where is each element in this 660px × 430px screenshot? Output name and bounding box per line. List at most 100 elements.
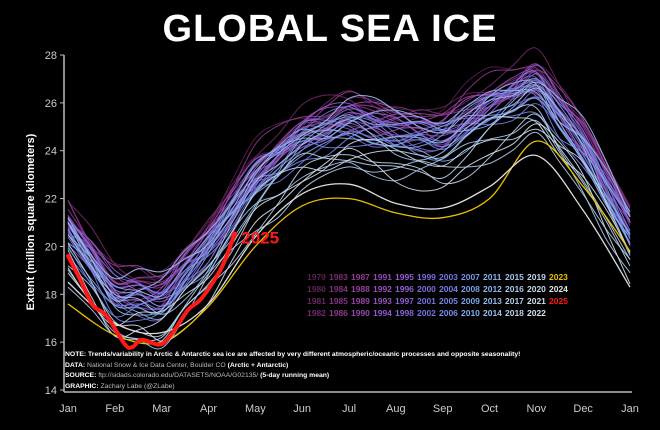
- legend-entry-2008: 2008: [461, 284, 480, 294]
- x-tick-label: Apr: [200, 403, 217, 415]
- x-tick-label: Jan: [59, 403, 77, 415]
- legend-entry-2011: 2011: [483, 272, 502, 282]
- y-tick-label: 18: [45, 289, 57, 301]
- legend-entry-2005: 2005: [439, 296, 458, 306]
- series-line-2020: [67, 116, 631, 339]
- y-tick-label: 22: [45, 194, 57, 206]
- legend-entry-1985: 1985: [329, 296, 348, 306]
- legend-entry-2021: 2021: [527, 296, 546, 306]
- legend-entry-2006: 2006: [439, 308, 458, 318]
- legend-entry-1982: 1982: [307, 308, 326, 318]
- legend-entry-1991: 1991: [373, 272, 392, 282]
- series-line-1988: [67, 69, 631, 278]
- y-tick-label: 28: [45, 50, 57, 62]
- series-line-1981: [67, 65, 631, 284]
- legend-entry-2010: 2010: [461, 308, 480, 318]
- series-line-2018: [67, 113, 631, 338]
- legend-entry-2024: 2024: [549, 284, 568, 294]
- y-tick-label: 16: [45, 337, 57, 349]
- series-line-2022: [67, 123, 631, 342]
- legend-entry-1979: 1979: [307, 272, 326, 282]
- y-tick-label: 20: [45, 241, 57, 253]
- legend-entry-1997: 1997: [395, 296, 414, 306]
- legend-entry-1987: 1987: [351, 272, 370, 282]
- legend-entry-2001: 2001: [417, 296, 436, 306]
- series-2025-endpoint: [231, 231, 238, 238]
- legend-entry-1981: 1981: [307, 296, 326, 306]
- legend-entry-2018: 2018: [505, 308, 524, 318]
- annotation-2025: 2025: [241, 228, 279, 247]
- series-line-2021: [67, 128, 631, 327]
- series-line-2003: [67, 73, 631, 294]
- series-line-2014: [67, 81, 631, 280]
- legend-entry-1998: 1998: [395, 308, 414, 318]
- graphic-credit: GRAPHIC: Zachary Labe (@ZLabe): [65, 382, 175, 390]
- series-line-2019: [67, 104, 631, 342]
- series-line-2012: [67, 79, 631, 316]
- x-tick-label: Jun: [293, 403, 311, 415]
- legend-entry-2017: 2017: [505, 296, 524, 306]
- series-line-2025: [66, 232, 237, 350]
- x-tick-label: Sep: [433, 403, 453, 415]
- legend-entry-2000: 2000: [417, 284, 436, 294]
- series-line-2005: [67, 90, 631, 323]
- series-line-2013: [67, 89, 631, 302]
- x-tick-label: Jan: [621, 403, 639, 415]
- series-line-2008: [67, 77, 631, 307]
- series-line-1994: [67, 88, 631, 301]
- x-tick-label: Oct: [481, 403, 498, 415]
- x-tick-label: Nov: [527, 403, 547, 415]
- y-tick-label: 14: [45, 385, 57, 397]
- series-line-2009: [67, 97, 631, 315]
- legend-entry-1993: 1993: [373, 296, 392, 306]
- legend-entry-2019: 2019: [527, 272, 546, 282]
- legend-entry-1983: 1983: [329, 272, 348, 282]
- y-tick-label: 24: [45, 146, 57, 158]
- x-tick-label: Mar: [152, 403, 171, 415]
- legend-entry-1989: 1989: [351, 296, 370, 306]
- series-line-1996: [67, 64, 631, 298]
- series-line-2024: [67, 154, 631, 335]
- legend-entry-1986: 1986: [329, 308, 348, 318]
- legend-entry-2009: 2009: [461, 296, 480, 306]
- legend-entry-2004: 2004: [439, 284, 458, 294]
- legend-entry-2003: 2003: [439, 272, 458, 282]
- series-line-2002: [67, 103, 631, 311]
- x-tick-label: May: [245, 403, 266, 415]
- notes: NOTE: Trends/variability in Arctic & Ant…: [65, 350, 520, 392]
- y-axis-label: Extent (million square kilometers): [25, 133, 37, 310]
- x-tick-label: Aug: [386, 403, 406, 415]
- legend-entry-2023: 2023: [549, 272, 568, 282]
- legend-entry-1994: 1994: [373, 308, 392, 318]
- x-tick-label: Jul: [342, 403, 356, 415]
- x-tick-label: Feb: [105, 403, 124, 415]
- legend-entry-1992: 1992: [373, 284, 392, 294]
- legend-entry-1984: 1984: [329, 284, 348, 294]
- series-lines: 2025: [66, 47, 631, 350]
- legend-entry-2016: 2016: [505, 284, 524, 294]
- series-line-2010: [67, 84, 631, 298]
- legend-entry-2015: 2015: [505, 272, 524, 282]
- legend-entry-2012: 2012: [483, 284, 502, 294]
- y-tick-label: 26: [45, 98, 57, 110]
- legend-entry-2020: 2020: [527, 284, 546, 294]
- data-credit: DATA: National Snow & Ice Data Center, B…: [65, 361, 289, 369]
- series-line-1995: [67, 89, 631, 293]
- series-line-1982: [67, 47, 631, 296]
- series-line-1992: [67, 78, 631, 285]
- series-line-2016: [67, 119, 631, 350]
- legend-entry-2022: 2022: [527, 308, 546, 318]
- note-text: NOTE: Trends/variability in Arctic & Ant…: [65, 351, 521, 358]
- legend-entry-2013: 2013: [483, 296, 502, 306]
- legend-entry-1988: 1988: [351, 284, 370, 294]
- legend-entry-2014: 2014: [483, 308, 502, 318]
- legend-entry-1990: 1990: [351, 308, 370, 318]
- series-line-2015: [67, 87, 631, 315]
- legend-entry-1996: 1996: [395, 284, 414, 294]
- legend-entry-1995: 1995: [395, 272, 414, 282]
- legend-entry-2025: 2025: [549, 296, 568, 306]
- series-line-2007: [67, 96, 631, 299]
- x-tick-label: Dec: [573, 403, 593, 415]
